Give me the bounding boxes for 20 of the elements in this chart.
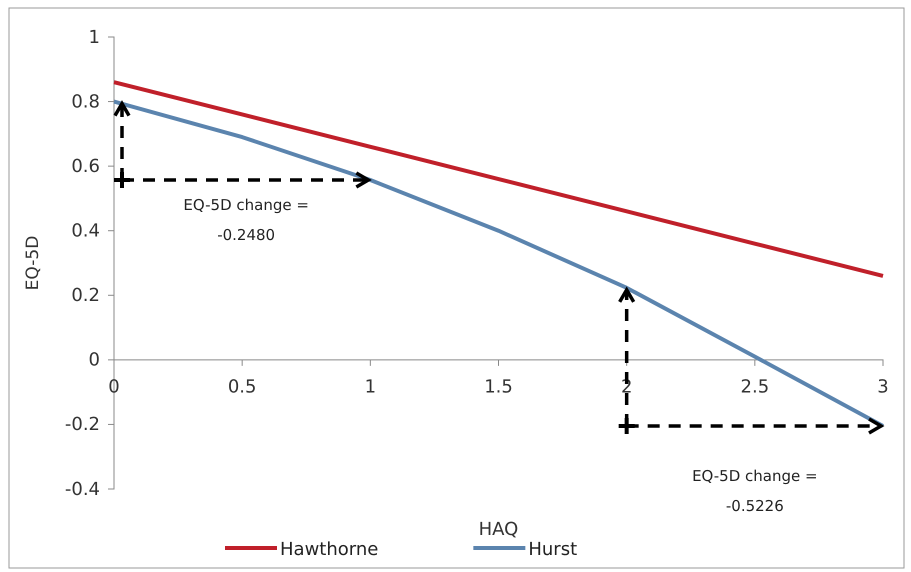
y-tick-label: 0.8 bbox=[71, 91, 100, 112]
y-tick-label: 0.6 bbox=[71, 156, 100, 177]
x-axis-title: HAQ bbox=[478, 519, 518, 540]
y-tick-label: 0.2 bbox=[71, 285, 100, 306]
x-tick-label: 2.5 bbox=[740, 376, 770, 398]
legend-label: Hurst bbox=[528, 539, 578, 560]
y-tick-label: 0 bbox=[88, 350, 100, 371]
y-axis-title: EQ-5D bbox=[23, 236, 43, 290]
x-tick-label: 0.5 bbox=[228, 376, 256, 398]
y-tick-label: 0.4 bbox=[71, 220, 100, 242]
y-tick-label: -0.2 bbox=[64, 414, 100, 436]
line-series bbox=[112, 80, 885, 278]
x-tick-label: 1.5 bbox=[484, 376, 513, 398]
legend-label: Hawthorne bbox=[280, 539, 378, 560]
y-tick-label: -0.4 bbox=[64, 478, 100, 500]
x-tick-label: 1 bbox=[364, 376, 376, 398]
y-tick-label: 1 bbox=[88, 26, 100, 48]
annotation: EQ-5D change = -0.2480 bbox=[183, 196, 309, 244]
annotation: EQ-5D change = -0.5226 bbox=[692, 467, 818, 516]
x-tick-label: 3 bbox=[877, 376, 889, 398]
